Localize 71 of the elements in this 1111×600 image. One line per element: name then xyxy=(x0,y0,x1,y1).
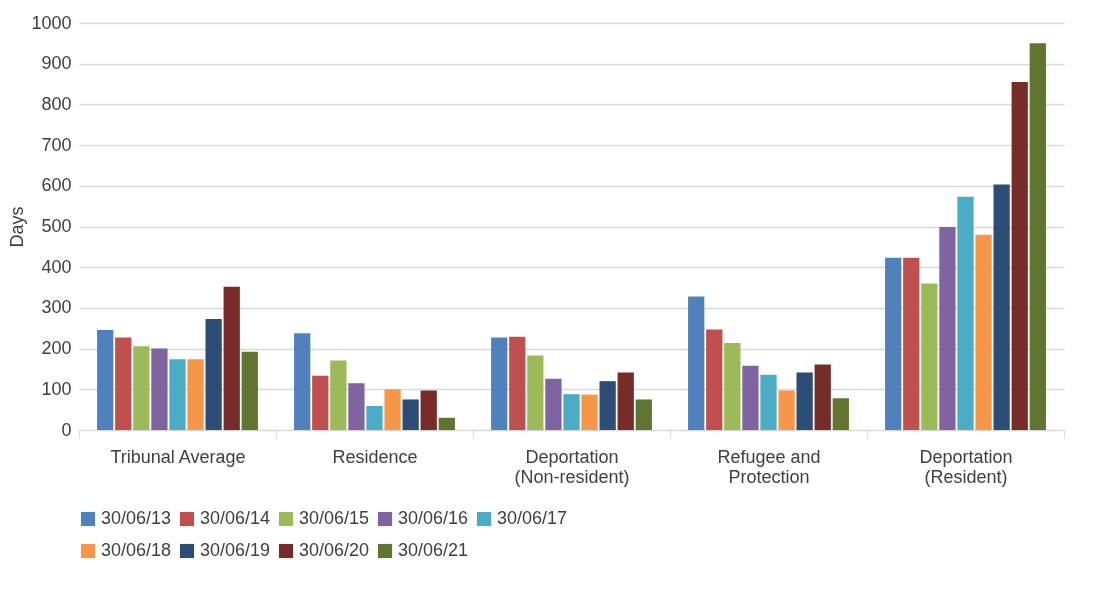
x-tick-label: Deportation (Non-resident) xyxy=(514,446,630,487)
bar xyxy=(921,283,938,430)
legend-label: 30/06/13 xyxy=(101,508,172,528)
bar xyxy=(1011,82,1028,430)
bar xyxy=(169,359,186,430)
bar xyxy=(312,375,329,430)
bar xyxy=(527,355,544,430)
bar xyxy=(115,337,132,430)
bar xyxy=(814,364,831,430)
bar xyxy=(796,372,813,430)
bar xyxy=(778,390,795,430)
bar xyxy=(885,257,902,430)
bar xyxy=(724,342,741,430)
x-tick-label: Residence xyxy=(332,446,418,467)
bar xyxy=(975,234,992,430)
bar xyxy=(993,184,1010,430)
legend-label: 30/06/14 xyxy=(200,508,271,528)
y-tick-label: 1000 xyxy=(31,12,72,33)
y-tick-label: 400 xyxy=(41,256,72,277)
bar xyxy=(348,383,365,430)
y-axis-title: Days xyxy=(7,206,28,248)
y-tick-label: 800 xyxy=(41,93,72,114)
bar xyxy=(688,296,705,430)
x-tick-label: Refugee and Protection xyxy=(717,446,821,487)
bar xyxy=(223,286,240,430)
bar xyxy=(366,405,383,430)
bar xyxy=(402,399,419,430)
bar xyxy=(832,398,849,430)
bar xyxy=(509,336,526,430)
bar xyxy=(742,365,759,430)
bar xyxy=(563,394,580,430)
legend-label: 30/06/21 xyxy=(398,540,469,560)
bar xyxy=(903,257,920,430)
y-tick-label: 500 xyxy=(41,216,72,236)
bar xyxy=(330,360,347,430)
y-tick-label: 900 xyxy=(41,53,72,74)
y-tick-label: 300 xyxy=(41,297,72,318)
bar xyxy=(294,333,311,430)
bar xyxy=(151,348,168,430)
y-tick-label: 200 xyxy=(41,338,72,359)
bar xyxy=(957,196,974,430)
bar xyxy=(438,417,455,430)
legend-label: 30/06/18 xyxy=(101,540,172,560)
legend-label: 30/06/20 xyxy=(299,540,370,560)
x-tick-label: Tribunal Average xyxy=(110,446,246,467)
y-tick-label: 600 xyxy=(41,175,72,196)
bar xyxy=(545,378,562,430)
bar xyxy=(581,394,598,430)
y-tick-label: 100 xyxy=(41,378,72,399)
y-tick-label: 0 xyxy=(61,419,72,440)
bar xyxy=(1029,43,1046,430)
legend-label: 30/06/19 xyxy=(200,540,271,560)
bar xyxy=(241,351,258,430)
bar xyxy=(491,337,508,430)
bar xyxy=(97,329,114,430)
y-tick-label: 700 xyxy=(41,134,72,155)
bar xyxy=(420,390,437,430)
bar xyxy=(635,399,652,430)
legend-label: 30/06/15 xyxy=(299,508,370,528)
legend-label: 30/06/17 xyxy=(497,508,568,528)
bar xyxy=(617,372,634,430)
bar xyxy=(133,346,150,430)
bar xyxy=(760,374,777,430)
bar xyxy=(599,381,616,430)
bar xyxy=(939,226,956,430)
x-tick-label: Deportation (Resident) xyxy=(919,446,1013,487)
bar xyxy=(187,359,204,430)
legend-label: 30/06/16 xyxy=(398,508,469,528)
bar xyxy=(205,318,222,430)
bar xyxy=(384,389,401,430)
bar xyxy=(706,329,723,430)
